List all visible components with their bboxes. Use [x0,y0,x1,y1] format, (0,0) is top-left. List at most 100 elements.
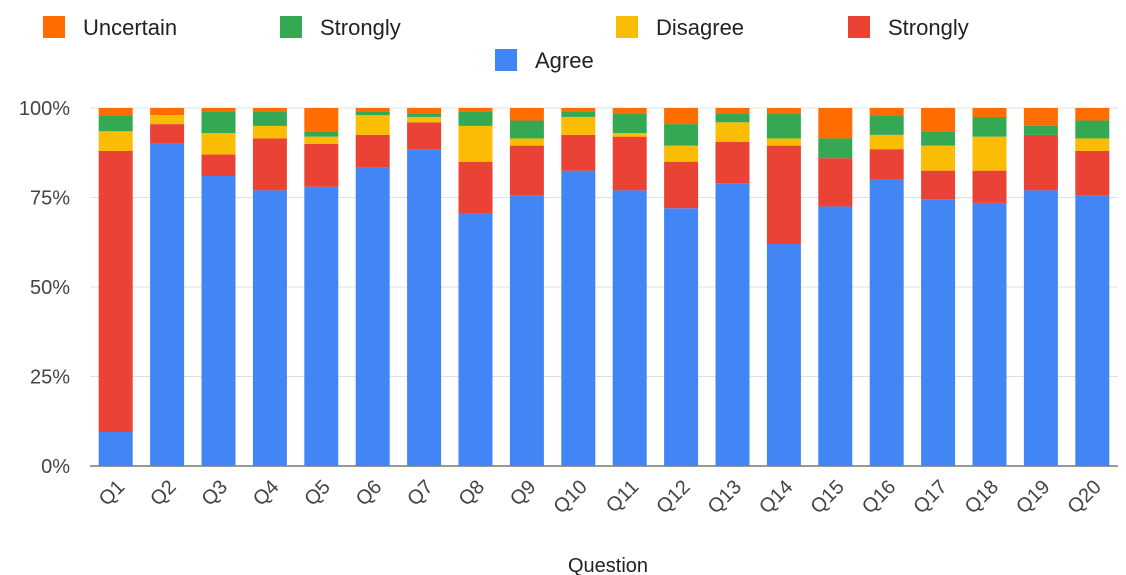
bar-Q6-uncertain-4 [355,108,390,112]
bar-Q11-uncertain-4 [612,108,647,114]
x-tick-label: Q15 [807,476,849,518]
bar-Q6-disagree-2 [355,115,390,135]
bar-Q9-agree-0 [509,195,544,466]
y-tick-label: 0% [41,456,70,478]
bar-Q20-strongly-1 [1075,150,1110,196]
bar-Q12-disagree-2 [664,145,699,162]
bar-Q10-uncertain-4 [561,108,596,112]
bar-Q6-strongly-3 [355,111,390,116]
legend-label: Agree [535,48,594,73]
bar-stack-Q14 [766,108,801,466]
bar-Q3-strongly-1 [201,154,236,177]
bar-stack-Q10 [561,108,596,466]
bar-Q13-disagree-2 [715,122,750,143]
bar-Q1-disagree-2 [98,131,133,151]
bar-Q9-strongly-1 [509,145,544,196]
bar-stack-Q4 [252,108,287,466]
x-tick-label: Q19 [1012,476,1054,518]
bar-Q17-disagree-2 [921,145,956,171]
legend-item-agree-4: Agree [495,48,594,73]
bar-Q4-strongly-3 [252,111,287,126]
bar-Q8-agree-0 [458,213,493,466]
bar-stack-Q20 [1075,108,1110,466]
bar-Q16-strongly-3 [869,115,904,135]
bar-stack-Q19 [1023,108,1058,466]
bar-Q18-uncertain-4 [972,108,1007,117]
bar-stack-Q6 [355,108,390,466]
legend-item-strongly-1: Strongly [280,15,401,40]
bar-stack-Q9 [509,108,544,466]
bar-Q17-agree-0 [921,199,956,467]
bar-Q11-strongly-1 [612,136,647,191]
x-tick-label: Q8 [455,476,489,510]
bar-Q6-strongly-1 [355,134,390,168]
bar-Q20-strongly-3 [1075,120,1110,139]
bar-Q19-agree-0 [1023,190,1058,466]
bar-stack-Q13 [715,108,750,466]
bar-Q2-uncertain-4 [150,108,185,116]
legend-label: Uncertain [83,15,177,40]
bar-Q8-strongly-1 [458,161,493,214]
bar-stack-Q16 [869,108,904,466]
x-tick-label: Q4 [249,476,283,510]
legend-swatch [43,16,65,38]
x-axis-title: Question [568,555,648,575]
legend: Uncertain Strongly Disagree Strongly Agree [43,15,969,73]
bar-stack-Q15 [818,108,853,466]
bar-Q5-agree-0 [304,186,339,466]
x-tick-label: Q13 [704,476,746,518]
x-tick-label: Q3 [198,476,232,510]
bar-Q6-agree-0 [355,167,390,466]
bar-Q12-strongly-3 [664,124,699,146]
y-tick-label: 50% [30,277,70,299]
bar-Q12-uncertain-4 [664,108,699,125]
bar-Q4-strongly-1 [252,138,287,191]
bar-Q7-strongly-1 [407,122,442,150]
x-tick-label: Q11 [602,476,643,517]
bar-Q10-strongly-3 [561,111,596,117]
bar-Q3-disagree-2 [201,133,236,155]
bar-Q15-agree-0 [818,206,853,466]
x-tick-label: Q5 [300,476,334,510]
x-axis-ticks: Q1 Q2 Q3 Q4 Q5 Q6 Q7 Q8 Q9 Q10 Q11 Q12 Q13 Q14 Q15 Q16 Q… [95,476,1106,518]
bar-Q5-strongly-3 [304,131,339,137]
bar-Q10-strongly-1 [561,134,596,171]
bar-stack-Q1 [98,108,133,466]
legend-swatch [848,16,870,38]
bar-Q18-disagree-2 [972,136,1007,171]
bar-Q13-agree-0 [715,183,750,466]
x-tick-label: Q17 [909,476,951,518]
bar-Q9-disagree-2 [509,138,544,146]
bar-stack-Q18 [972,108,1007,466]
bar-Q14-strongly-3 [766,113,801,139]
bar-Q4-uncertain-4 [252,108,287,112]
bar-Q9-uncertain-4 [509,108,544,121]
bar-Q20-disagree-2 [1075,138,1110,151]
x-tick-label: Q20 [1064,476,1106,518]
bar-Q14-strongly-1 [766,145,801,245]
bar-Q14-agree-0 [766,244,801,466]
bar-Q2-strongly-1 [150,124,185,144]
bar-Q3-uncertain-4 [201,108,236,112]
y-tick-label: 25% [30,367,70,389]
bar-Q10-disagree-2 [561,116,596,135]
bar-stack-Q17 [921,108,956,467]
bar-Q5-uncertain-4 [304,108,339,132]
bar-Q8-strongly-3 [458,111,493,126]
bar-stack-Q8 [458,108,493,466]
bar-Q12-agree-0 [664,208,699,467]
bar-Q14-uncertain-4 [766,108,801,114]
bar-Q8-disagree-2 [458,125,493,162]
bar-Q5-strongly-1 [304,143,339,187]
bar-Q7-strongly-3 [407,113,442,117]
bar-Q15-strongly-3 [818,138,853,159]
bar-Q18-strongly-3 [972,116,1007,137]
bar-Q16-uncertain-4 [869,108,904,116]
bar-Q13-uncertain-4 [715,108,750,114]
legend-label: Strongly [888,15,969,40]
bar-Q5-disagree-2 [304,136,339,144]
bar-Q11-strongly-3 [612,113,647,134]
bar-Q1-agree-0 [98,431,133,466]
